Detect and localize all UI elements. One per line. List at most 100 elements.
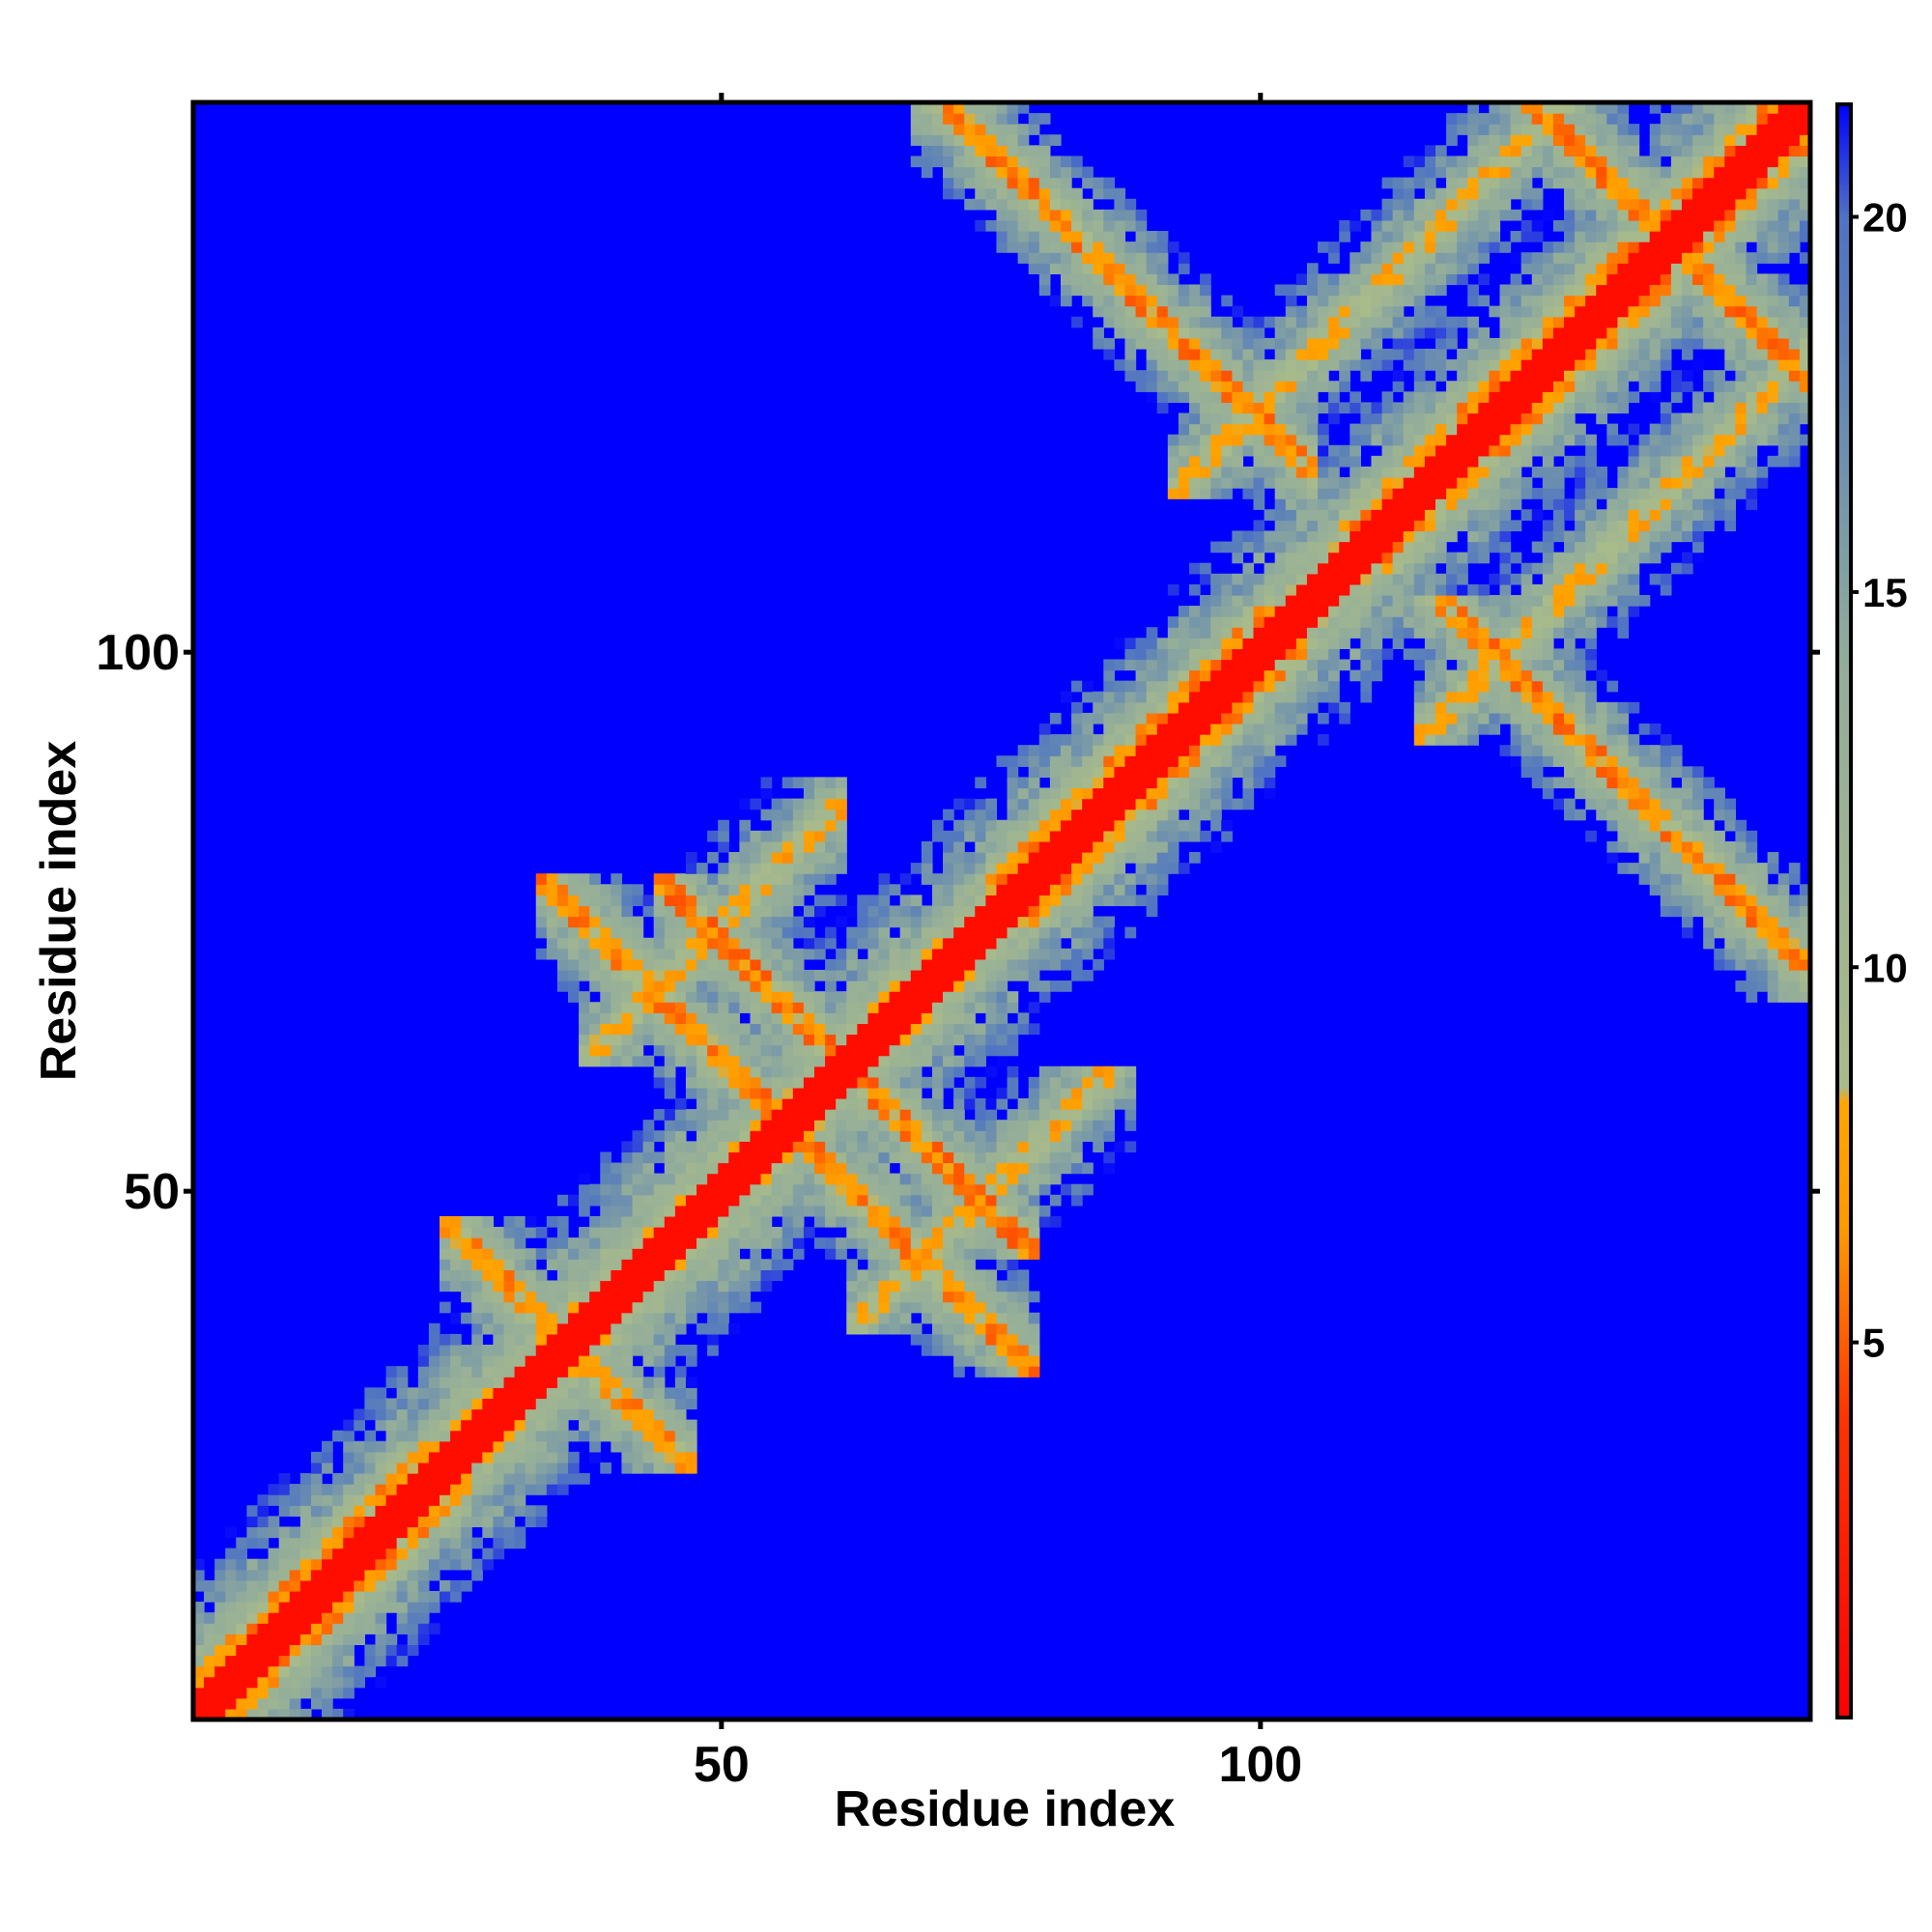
heatmap-cell	[482, 1440, 495, 1453]
heatmap-cell	[771, 1065, 783, 1078]
heatmap-cell	[364, 1623, 377, 1634]
heatmap-cell	[1403, 423, 1415, 436]
heatmap-cell	[1318, 552, 1329, 564]
heatmap-cell	[579, 958, 590, 971]
heatmap-cell	[964, 884, 976, 895]
heatmap-cell	[739, 1076, 752, 1089]
heatmap-cell	[1082, 252, 1094, 264]
heatmap-cell	[310, 1612, 323, 1624]
heatmap-cell	[1457, 166, 1468, 179]
heatmap-cell	[1306, 701, 1319, 714]
heatmap-cell	[535, 926, 548, 939]
heatmap-cell	[396, 1462, 409, 1474]
heatmap-cell	[1135, 723, 1148, 735]
heatmap-cell	[878, 1183, 891, 1196]
heatmap-cell	[354, 1602, 365, 1613]
heatmap-cell	[1028, 219, 1040, 232]
heatmap-cell	[310, 1494, 323, 1506]
heatmap-cell	[471, 1505, 483, 1517]
heatmap-cell	[728, 1237, 740, 1249]
heatmap-cell	[600, 1398, 611, 1410]
heatmap-cell	[943, 134, 954, 146]
heatmap-cell	[781, 1109, 794, 1121]
heatmap-cell	[685, 1173, 697, 1185]
heatmap-cell	[813, 1173, 826, 1185]
heatmap-cell	[1242, 488, 1255, 499]
heatmap-cell	[1499, 541, 1512, 554]
heatmap-cell	[1446, 273, 1458, 286]
heatmap-cell	[1071, 777, 1083, 789]
heatmap-cell	[621, 1301, 634, 1314]
heatmap-cell	[1114, 1076, 1126, 1089]
heatmap-cell	[1242, 381, 1255, 392]
heatmap-cell	[343, 1634, 355, 1645]
heatmap-cell	[556, 1248, 569, 1260]
heatmap-cell	[1242, 723, 1255, 735]
heatmap-cell	[461, 1408, 472, 1421]
heatmap-cell	[739, 1237, 752, 1249]
heatmap-cell	[1306, 412, 1319, 425]
heatmap-cell	[1093, 958, 1104, 971]
heatmap-cell	[739, 1087, 752, 1099]
heatmap-cell	[1392, 638, 1405, 649]
heatmap-cell	[964, 1023, 976, 1036]
heatmap-cell	[1189, 616, 1201, 628]
heatmap-cell	[803, 1065, 815, 1078]
heatmap-cell	[985, 1034, 998, 1046]
heatmap-cell	[1178, 745, 1190, 756]
heatmap-cell	[1028, 863, 1040, 874]
heatmap-cell	[1489, 198, 1501, 211]
heatmap-cell	[1489, 648, 1501, 661]
heatmap-cell	[696, 948, 708, 960]
heatmap-cell	[1156, 669, 1169, 682]
heatmap-cell	[1318, 648, 1329, 661]
heatmap-cell	[1071, 263, 1083, 274]
heatmap-cell	[996, 895, 1009, 907]
heatmap-cell	[417, 1569, 430, 1581]
heatmap-cell	[589, 1451, 601, 1463]
heatmap-cell	[781, 1173, 794, 1185]
heatmap-cell	[1489, 209, 1501, 221]
heatmap-cell	[493, 1312, 505, 1324]
heatmap-cell	[1328, 669, 1340, 682]
heatmap-cell	[867, 1322, 880, 1335]
heatmap-cell	[739, 863, 752, 874]
heatmap-cell	[664, 1419, 676, 1432]
heatmap-cell	[1318, 638, 1329, 649]
heatmap-cell	[1167, 359, 1179, 371]
heatmap-cell	[1446, 723, 1458, 735]
heatmap-cell	[760, 1012, 773, 1025]
heatmap-cell	[493, 1462, 505, 1474]
heatmap-cell	[589, 1366, 601, 1378]
heatmap-cell	[878, 1151, 891, 1164]
heatmap-cell	[996, 1291, 1009, 1303]
heatmap-cell	[985, 1322, 998, 1335]
heatmap-cell	[1232, 573, 1244, 585]
heatmap-cell	[653, 1259, 666, 1270]
heatmap-cell	[1253, 745, 1265, 756]
heatmap-cell	[579, 1044, 590, 1057]
heatmap-cell	[1210, 616, 1222, 628]
heatmap-cell	[310, 1462, 323, 1474]
heatmap-cell	[1264, 606, 1276, 617]
heatmap-cell	[525, 1259, 537, 1270]
heatmap-cell	[1285, 402, 1297, 414]
heatmap-cell	[450, 1419, 462, 1432]
heatmap-cell	[1381, 498, 1394, 510]
heatmap-cell	[964, 102, 976, 114]
heatmap-cell	[921, 1312, 933, 1324]
heatmap-cell	[621, 916, 634, 928]
heatmap-cell	[707, 905, 719, 918]
heatmap-cell	[1403, 552, 1415, 564]
heatmap-cell	[985, 852, 998, 864]
heatmap-cell	[1167, 830, 1179, 842]
heatmap-cell	[1093, 1076, 1104, 1089]
heatmap-cell	[910, 948, 923, 960]
heatmap-cell	[1478, 606, 1491, 617]
heatmap-cell	[931, 145, 944, 157]
heatmap-cell	[771, 1120, 783, 1131]
heatmap-cell	[299, 1579, 312, 1592]
heatmap-cell	[1424, 391, 1436, 404]
heatmap-cell	[1478, 242, 1491, 253]
heatmap-cell	[1457, 627, 1468, 639]
